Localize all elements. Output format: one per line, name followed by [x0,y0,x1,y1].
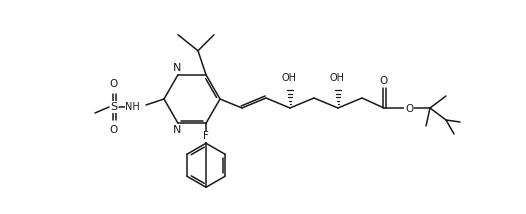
Text: NH: NH [125,102,140,112]
Text: O: O [405,104,413,114]
Text: N: N [173,63,181,73]
Text: F: F [203,131,209,141]
Text: OH: OH [281,73,297,83]
Text: O: O [380,76,388,86]
Text: S: S [110,102,118,112]
Text: OH: OH [329,73,345,83]
Text: O: O [110,79,118,89]
Text: N: N [173,125,181,135]
Text: O: O [110,125,118,135]
